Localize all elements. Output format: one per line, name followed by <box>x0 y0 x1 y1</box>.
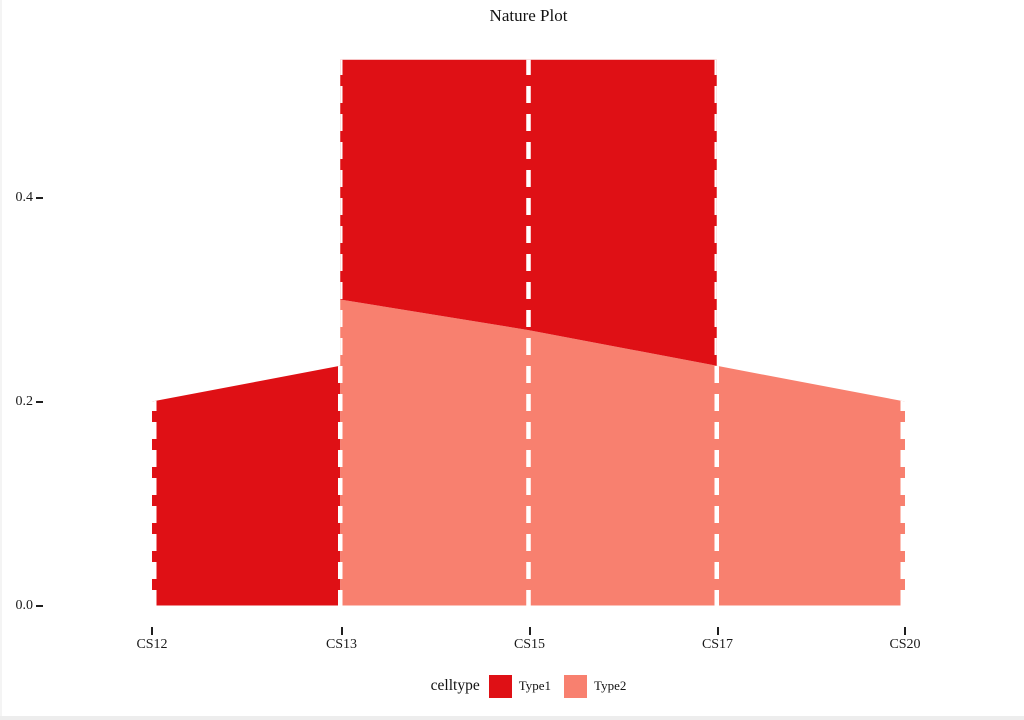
y-tick-0.2 <box>36 400 43 403</box>
y-axis-label-0.0: 0.0 <box>15 597 34 613</box>
x-axis-label-cs17: CS17 <box>701 637 734 652</box>
y-axis-label-0.4: 0.4 <box>15 189 34 205</box>
x-tick-cs13 <box>340 627 343 635</box>
legend-label-type1: Type1 <box>518 678 552 693</box>
x-axis-label-cs13: CS13 <box>325 637 358 652</box>
chart-title: Nature Plot <box>489 6 568 25</box>
legend: celltype Type1 Type2 <box>152 671 905 701</box>
x-tick-cs17 <box>716 627 719 635</box>
y-tick-0.0 <box>36 604 43 607</box>
window-bottom-edge <box>0 716 1024 720</box>
legend-title: celltype <box>430 677 480 694</box>
x-axis-label-cs15: CS15 <box>513 637 546 652</box>
area-type2-1 <box>340 299 905 606</box>
area-type1-0 <box>152 365 341 606</box>
x-tick-cs20 <box>904 627 907 635</box>
x-axis-label-cs20: CS20 <box>889 637 921 652</box>
legend-label-type2: Type2 <box>594 678 627 693</box>
window-left-edge <box>0 0 2 718</box>
legend-swatch-type1 <box>488 674 512 698</box>
x-axis-label-cs12: CS12 <box>136 637 168 652</box>
legend-swatch-type2 <box>564 674 588 698</box>
y-axis-label-0.2: 0.2 <box>15 393 34 409</box>
x-tick-cs15 <box>528 627 531 635</box>
y-tick-0.4 <box>36 196 43 199</box>
x-tick-cs12 <box>151 627 154 635</box>
